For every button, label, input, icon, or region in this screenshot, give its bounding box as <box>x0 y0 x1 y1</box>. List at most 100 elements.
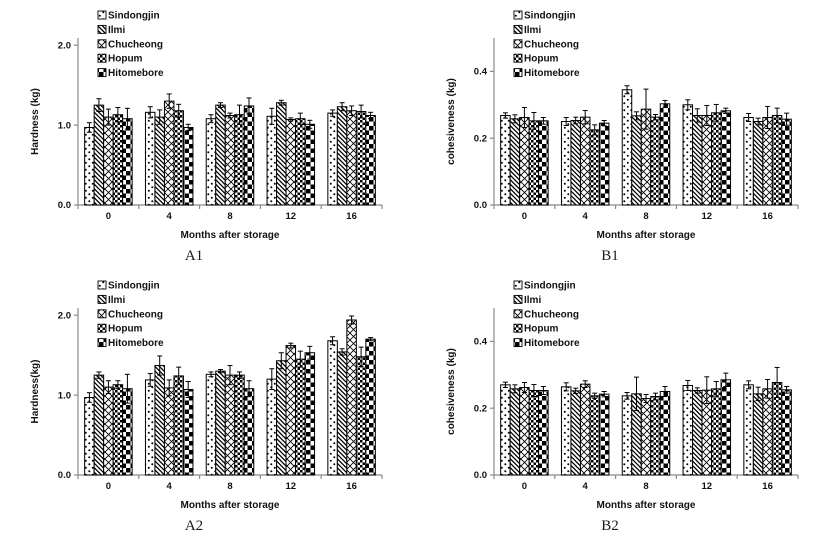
legend-label: Hitomebore <box>524 68 580 79</box>
bar-sindongjin-8mo <box>621 395 633 476</box>
error-bar-hopum-12mo <box>713 103 719 122</box>
error-bar-chucheong-4mo <box>166 93 172 109</box>
bar-hitomebore-8mo <box>243 388 255 476</box>
legend-label: Chucheong <box>524 39 579 50</box>
error-bar-ilmi-16mo <box>339 348 345 356</box>
legend-label: Sindongjin <box>108 11 160 22</box>
legend-swatch-diagonal-lines <box>97 24 107 34</box>
chart-a2-svg: 0.0 1.0 2.0 0 4 8 12 16 Hardness(kg) Months after… <box>30 280 383 511</box>
error-bar-chucheong-12mo <box>704 104 710 127</box>
bar-hitomebore-8mo <box>243 105 255 206</box>
error-bar-hitomebore-16mo <box>368 337 374 342</box>
bar-hitomebore-16mo <box>365 338 376 476</box>
chart-b1-canvas: 0.0 0.2 0.4 0 4 8 12 16 cohesiveness (kg) Months … <box>416 0 832 246</box>
error-bar-hitomebore-4mo <box>601 391 607 398</box>
legend-item-hopum: Hopum <box>513 54 559 65</box>
legend-item-ilmi: Ilmi <box>97 295 125 306</box>
error-bar-hopum-0mo <box>115 107 121 123</box>
legend-label: Hopum <box>524 324 559 335</box>
bar-sindongjin-4mo <box>144 379 156 476</box>
bar-ilmi-12mo <box>692 114 703 206</box>
error-bar-ilmi-8mo <box>218 102 223 109</box>
legend-label: Chucheong <box>108 309 163 320</box>
bar-ilmi-0mo <box>509 118 521 206</box>
error-bar-hitomebore-0mo <box>540 116 546 125</box>
error-bar-chucheong-16mo <box>349 315 355 325</box>
x-tick-label: 16 <box>762 481 773 492</box>
bar-sindongjin-0mo <box>84 126 95 206</box>
y-tick-label: 0.4 <box>474 67 488 78</box>
error-bar-hitomebore-0mo <box>124 107 130 130</box>
chart-a2: 0.0 1.0 2.0 0 4 8 12 16 Hardness(kg) Months after… <box>0 270 416 540</box>
error-bar-hopum-4mo <box>592 392 598 400</box>
error-bar-sindongjin-0mo <box>86 392 92 403</box>
bar-hitomebore-4mo <box>598 122 610 206</box>
bar-chucheong-0mo <box>519 116 530 206</box>
chart-a2-caption: A2 <box>184 518 204 534</box>
error-bar-sindongjin-8mo <box>208 114 214 124</box>
x-tick-label: 0 <box>522 481 527 492</box>
bar-hopum-12mo <box>711 112 722 206</box>
x-tick-label: 0 <box>106 481 111 492</box>
bar-hopum-4mo <box>173 110 184 206</box>
error-bar-ilmi-16mo <box>339 102 345 112</box>
bar-chucheong-4mo <box>579 116 591 206</box>
legend-swatch-diagonal-crosshatch <box>513 39 523 49</box>
legend-label: Hopum <box>524 54 559 65</box>
bar-chucheong-8mo <box>640 398 652 476</box>
bar-sindongjin-12mo <box>266 115 278 206</box>
bar-hitomebore-12mo <box>304 352 316 476</box>
legend-label: Sindongjin <box>524 281 576 292</box>
error-bar-sindongjin-16mo <box>746 112 752 122</box>
legend-swatch-diagonal-crosshatch <box>97 309 107 319</box>
error-bar-chucheong-16mo <box>765 105 771 130</box>
x-tick-label: 0 <box>522 211 527 222</box>
error-bar-hopum-16mo <box>358 104 364 119</box>
chart-a1-caption: A1 <box>184 248 204 264</box>
error-bar-chucheong-8mo <box>643 88 649 130</box>
bar-sindongjin-12mo <box>682 104 694 206</box>
bar-hopum-0mo <box>112 384 124 476</box>
legend-swatch-dots <box>97 280 107 290</box>
x-tick-label: 12 <box>702 481 713 492</box>
error-bar-hopum-8mo <box>653 113 658 121</box>
y-tick-label: 2.0 <box>58 310 71 321</box>
legend-item-hopum: Hopum <box>97 54 143 65</box>
legend-swatch-dots <box>97 10 107 20</box>
y-tick-label: 0.2 <box>474 133 487 144</box>
error-bar-hitomebore-12mo <box>723 107 729 114</box>
x-tick-label: 0 <box>106 211 111 222</box>
bar-hitomebore-12mo <box>720 110 732 206</box>
legend-swatch-large-checker <box>97 338 107 348</box>
legend-item-sindongjin: Sindongjin <box>97 280 160 292</box>
bar-hitomebore-8mo <box>659 103 671 206</box>
error-bar-ilmi-8mo <box>634 111 639 121</box>
legend-item-hopum: Hopum <box>97 324 143 335</box>
legend-swatch-diagonal-lines <box>513 294 523 304</box>
y-axis-label: Hardness (kg) <box>30 88 41 155</box>
bar-hitomebore-8mo <box>659 391 671 476</box>
error-bar-hopum-12mo <box>713 380 719 397</box>
error-bar-chucheong-0mo <box>105 380 111 394</box>
error-bar-chucheong-0mo <box>105 108 111 126</box>
error-bar-hitomebore-16mo <box>368 111 374 120</box>
x-tick-label: 16 <box>346 211 357 222</box>
legend-label: Sindongjin <box>524 11 576 22</box>
error-bar-hopum-0mo <box>531 111 537 130</box>
error-bar-sindongjin-12mo <box>685 379 691 391</box>
bar-chucheong-12mo <box>285 345 297 476</box>
error-bar-chucheong-12mo <box>288 342 294 349</box>
error-bar-hitomebore-12mo <box>307 345 313 360</box>
error-bar-ilmi-4mo <box>157 355 163 376</box>
bar-sindongjin-16mo <box>743 116 754 206</box>
bar-hopum-12mo <box>295 118 306 206</box>
bar-ilmi-4mo <box>154 365 165 476</box>
y-tick-label: 1.0 <box>58 390 71 401</box>
chart-b1-caption: B1 <box>601 248 619 264</box>
bar-sindongjin-4mo <box>560 386 572 476</box>
legend-swatch-large-checker <box>97 68 107 78</box>
error-bar-hopum-0mo <box>531 383 537 398</box>
y-axis-label: cohesiveness (kg) <box>446 78 457 165</box>
bar-chucheong-16mo <box>762 116 773 206</box>
bar-chucheong-16mo <box>762 388 773 476</box>
